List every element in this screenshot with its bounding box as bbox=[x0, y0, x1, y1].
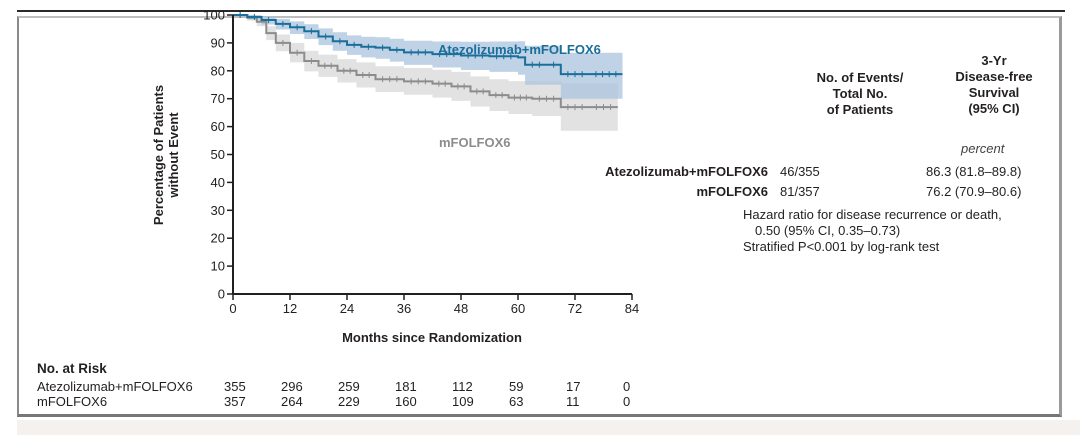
dfs-header-line: (95% CI) bbox=[968, 101, 1020, 116]
at-risk-count: 59 bbox=[509, 379, 524, 394]
series-label-mfolfox6: mFOLFOX6 bbox=[439, 135, 511, 150]
table-row-events: 81/357 bbox=[780, 184, 820, 199]
dfs-header-line: Disease-free bbox=[955, 69, 1033, 84]
x-tick-label: 48 bbox=[454, 301, 468, 316]
x-tick-label: 72 bbox=[568, 301, 582, 316]
events-header-line: Total No. bbox=[832, 86, 888, 101]
at-risk-count: 11 bbox=[566, 394, 580, 409]
events-header-line: of Patients bbox=[826, 102, 894, 117]
x-tick-label: 24 bbox=[340, 301, 354, 316]
y-tick-label: 20 bbox=[211, 231, 225, 246]
at-risk-count: 296 bbox=[281, 379, 303, 394]
footer-band bbox=[17, 420, 1080, 435]
at-risk-count: 0 bbox=[623, 379, 631, 394]
y-tick-label: 30 bbox=[211, 203, 225, 218]
y-axis-label-line2: without Event bbox=[166, 112, 181, 199]
x-tick-label: 12 bbox=[283, 301, 297, 316]
x-tick-label: 0 bbox=[229, 301, 236, 316]
hazard-ratio-note: Hazard ratio for disease recurrence or d… bbox=[743, 207, 1002, 222]
table-row-dfs: 76.2 (70.9–80.6) bbox=[926, 184, 1022, 199]
events-header-line: No. of Events/ bbox=[816, 70, 904, 85]
at-risk-count: 160 bbox=[395, 394, 417, 409]
top-rule bbox=[17, 10, 1065, 12]
tick-labels: 0 10 20 30 40 50 60 70 80 90 100 0 12 24 36 48 60 72 84 bbox=[203, 8, 639, 317]
p-value-note: Stratified P<0.001 by log-rank test bbox=[743, 239, 940, 254]
dfs-column-header: 3-Yr Disease-free Survival (95% CI) bbox=[934, 53, 1054, 117]
y-tick-label: 50 bbox=[211, 147, 225, 162]
at-risk-title: No. at Risk bbox=[37, 361, 107, 376]
dfs-header-line: Survival bbox=[968, 85, 1020, 100]
y-tick-label: 40 bbox=[211, 175, 225, 190]
at-risk-group-label: Atezolizumab+mFOLFOX6 bbox=[37, 379, 193, 394]
ci-band-mfolfox6 bbox=[233, 15, 618, 131]
table-row-group: Atezolizumab+mFOLFOX6 bbox=[605, 164, 768, 179]
at-risk-count: 357 bbox=[224, 394, 246, 409]
y-tick-label: 60 bbox=[211, 119, 225, 134]
survival-curves bbox=[233, 12, 623, 111]
y-tick-label: 0 bbox=[218, 287, 225, 302]
y-tick-label: 90 bbox=[211, 35, 225, 50]
y-tick-label: 70 bbox=[211, 91, 225, 106]
axes bbox=[227, 14, 633, 300]
km-curve-mfolfox6 bbox=[233, 14, 618, 109]
at-risk-count: 355 bbox=[224, 379, 246, 394]
at-risk-count: 181 bbox=[395, 379, 417, 394]
at-risk-count: 259 bbox=[338, 379, 360, 394]
y-axis-label-line1: Percentage of Patients bbox=[151, 85, 166, 225]
units-label: percent bbox=[961, 141, 1005, 156]
at-risk-group-label: mFOLFOX6 bbox=[37, 394, 108, 409]
confidence-bands bbox=[233, 15, 623, 131]
hazard-ratio-value: 0.50 (95% CI, 0.35–0.73) bbox=[755, 223, 901, 238]
at-risk-count: 112 bbox=[452, 379, 473, 394]
y-tick-label: 80 bbox=[211, 63, 225, 78]
dfs-header-line: 3-Yr bbox=[981, 53, 1007, 68]
y-tick-label: 10 bbox=[211, 259, 225, 274]
table-row-group: mFOLFOX6 bbox=[696, 184, 768, 199]
at-risk-count: 0 bbox=[623, 394, 631, 409]
x-tick-label: 84 bbox=[625, 301, 639, 316]
series-label-atezolizumab: Atezolizumab+mFOLFOX6 bbox=[438, 42, 601, 57]
at-risk-count: 229 bbox=[338, 394, 360, 409]
at-risk-count: 264 bbox=[281, 394, 303, 409]
x-axis-label: Months since Randomization bbox=[342, 330, 522, 345]
x-tick-label: 60 bbox=[511, 301, 525, 316]
figure-frame bbox=[17, 16, 1062, 417]
at-risk-count: 63 bbox=[509, 394, 524, 409]
at-risk-count: 17 bbox=[566, 379, 581, 394]
table-row-dfs: 86.3 (81.8–89.8) bbox=[926, 164, 1022, 179]
events-column-header: No. of Events/ Total No. of Patients bbox=[800, 70, 920, 118]
x-tick-label: 36 bbox=[397, 301, 411, 316]
table-row-events: 46/355 bbox=[780, 164, 820, 179]
y-tick-label: 100 bbox=[203, 8, 225, 23]
at-risk-count: 109 bbox=[452, 394, 474, 409]
